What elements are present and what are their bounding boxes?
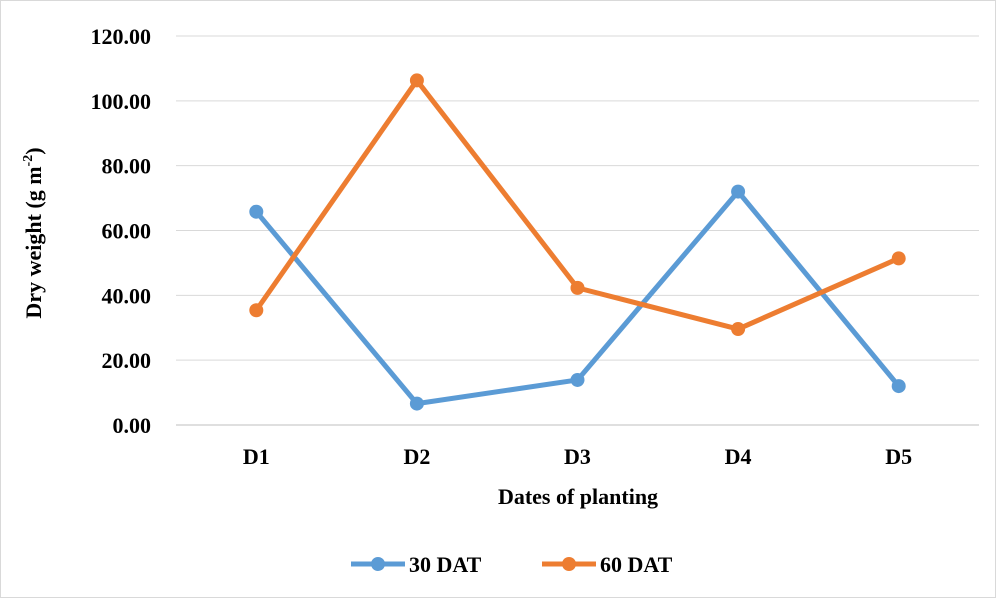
x-axis-title: Dates of planting bbox=[498, 484, 658, 509]
data-point bbox=[731, 322, 746, 337]
y-tick-label: 0.00 bbox=[113, 413, 152, 438]
y-tick-label: 80.00 bbox=[102, 154, 152, 179]
legend-item: 60 DAT bbox=[542, 552, 673, 577]
y-tick-label: 120.00 bbox=[91, 24, 152, 49]
data-point bbox=[409, 73, 424, 88]
y-tick-label: 20.00 bbox=[102, 348, 152, 373]
legend-item: 30 DAT bbox=[351, 552, 482, 577]
legend-swatch-marker bbox=[562, 557, 576, 571]
y-axis-title-superscript: -2 bbox=[21, 155, 36, 167]
legend-swatch-marker bbox=[371, 557, 385, 571]
y-tick-label: 40.00 bbox=[102, 283, 152, 308]
x-axis-ticks: D1 D2 D3 D4 D5 bbox=[243, 444, 912, 469]
series-group bbox=[249, 73, 906, 337]
data-point bbox=[891, 379, 906, 394]
data-point bbox=[570, 280, 585, 295]
y-tick-label: 100.00 bbox=[91, 89, 152, 114]
data-point bbox=[891, 251, 906, 266]
data-point bbox=[570, 372, 585, 387]
data-point bbox=[249, 303, 264, 318]
y-axis-ticks: 0.00 20.00 40.00 60.00 80.00 100.00 120.00 bbox=[91, 24, 152, 438]
data-point bbox=[249, 204, 264, 219]
legend-label: 30 DAT bbox=[409, 552, 482, 577]
x-tick-label: D2 bbox=[403, 444, 430, 469]
data-point bbox=[409, 396, 424, 411]
x-tick-label: D4 bbox=[725, 444, 752, 469]
y-axis-title: Dry weight (g m-2) bbox=[21, 147, 46, 318]
gridlines bbox=[176, 35, 979, 426]
series-lines bbox=[249, 73, 906, 411]
legend-label: 60 DAT bbox=[600, 552, 673, 577]
x-tick-label: D1 bbox=[243, 444, 270, 469]
series-line bbox=[253, 189, 902, 407]
data-point bbox=[731, 184, 746, 199]
series-group bbox=[249, 184, 906, 411]
x-tick-label: D5 bbox=[885, 444, 912, 469]
x-tick-label: D3 bbox=[564, 444, 591, 469]
y-axis-title-end: ) bbox=[21, 147, 46, 154]
legend: 30 DAT 60 DAT bbox=[351, 552, 673, 577]
y-tick-label: 60.00 bbox=[102, 219, 152, 244]
y-axis-title-main: Dry weight (g m bbox=[21, 166, 46, 318]
